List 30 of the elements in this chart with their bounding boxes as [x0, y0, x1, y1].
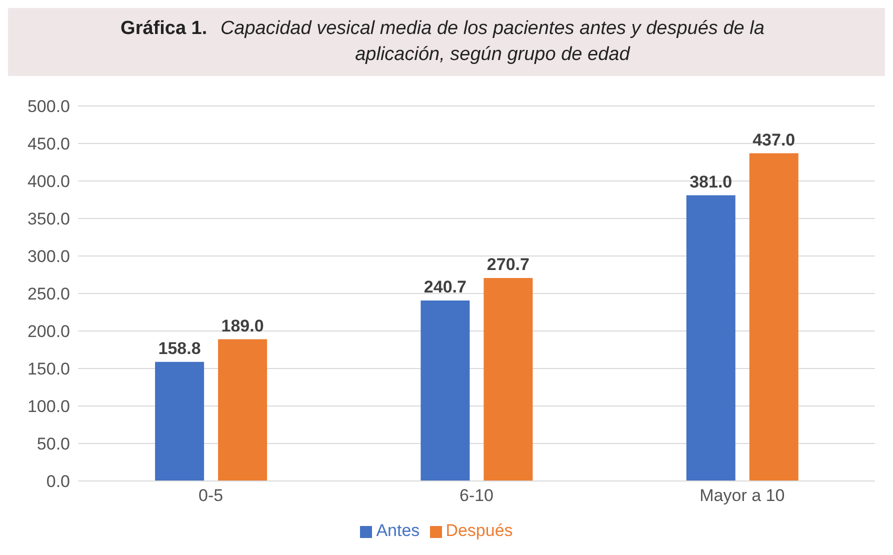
chart-subtitle: Capacidad vesical media de los pacientes antes y después de la aplicación, según grupo de edad: [219, 17, 766, 67]
y-tick-label: 400.0: [27, 172, 70, 192]
bar: [420, 300, 470, 481]
x-tick-label: Mayor a 10: [700, 486, 785, 506]
y-tick-label: 150.0: [27, 360, 70, 379]
bar: [749, 153, 798, 481]
y-tick-label: 200.0: [27, 322, 70, 342]
bar: [686, 195, 736, 481]
x-tick-label: 0-5: [198, 486, 224, 506]
y-tick-label: 500.0: [27, 97, 70, 116]
bar: [484, 278, 533, 481]
y-tick-label: 50.0: [36, 434, 70, 454]
y-tick-label: 250.0: [27, 284, 70, 304]
y-tick-label: 300.0: [27, 247, 70, 266]
data-label: 270.7: [486, 254, 530, 274]
x-tick-label: 6-10: [459, 486, 494, 506]
y-tick-label: 350.0: [27, 210, 70, 229]
data-label: 189.0: [221, 316, 264, 336]
data-label: 158.8: [158, 338, 201, 358]
bar: [218, 339, 268, 481]
y-tick-label: 100.0: [27, 397, 70, 416]
data-label: 437.0: [752, 130, 796, 150]
data-label: 381.0: [690, 172, 732, 192]
data-label: 240.7: [424, 277, 466, 296]
legend-label: Antes: [376, 521, 420, 540]
y-tick-label: 450.0: [27, 134, 70, 154]
bar: [155, 362, 204, 481]
chart-title: Gráfica 1.: [120, 18, 208, 39]
y-tick-label: 0.0: [46, 472, 70, 492]
legend-label: Después: [446, 521, 513, 540]
